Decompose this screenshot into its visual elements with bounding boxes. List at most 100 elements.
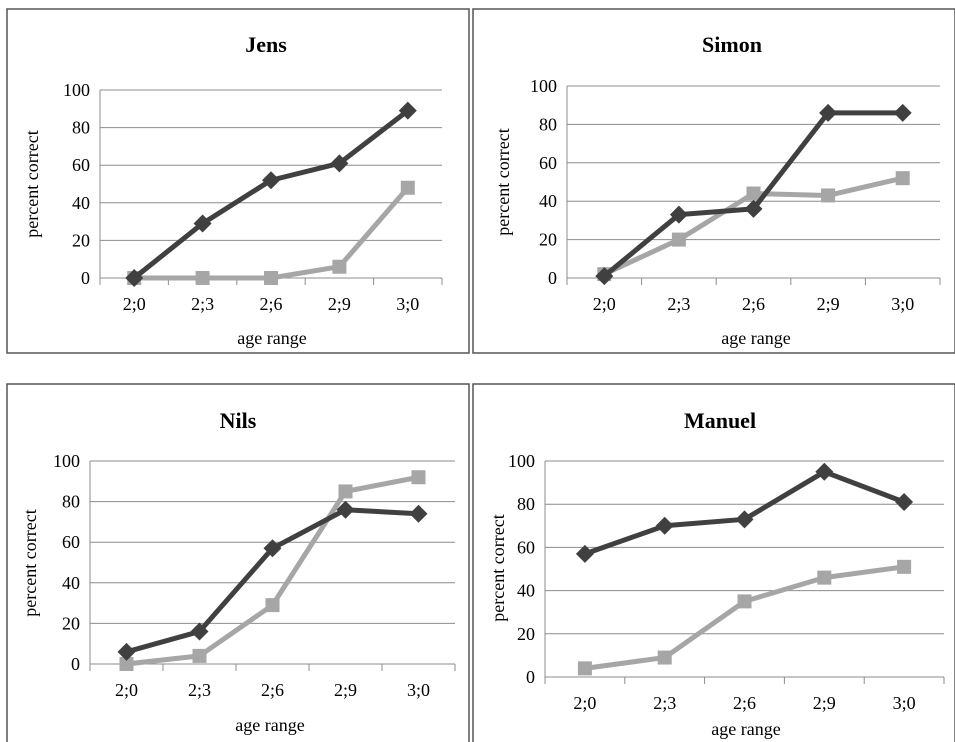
x-tick-label: 2;6 bbox=[742, 294, 765, 314]
panel-frame bbox=[472, 8, 955, 354]
x-axis-label: age range bbox=[235, 715, 304, 735]
x-tick-label: 2;6 bbox=[259, 294, 282, 314]
chart-panel-nils: Nils age range percent correct 0 20 40 60 80… bbox=[6, 383, 470, 742]
y-axis-label: percent correct bbox=[20, 509, 40, 616]
data-point-diamond bbox=[893, 103, 912, 122]
data-point-diamond bbox=[595, 267, 614, 286]
data-point-square bbox=[411, 470, 426, 485]
chart-panel-jens: Jens age range percent correct 0 20 40 60 80… bbox=[6, 8, 470, 354]
data-point-diamond bbox=[330, 154, 349, 173]
x-tick-label: 2;0 bbox=[115, 680, 138, 700]
data-point-diamond bbox=[190, 622, 209, 641]
y-tick-label: 60 bbox=[72, 155, 90, 175]
data-point-diamond bbox=[744, 199, 763, 218]
x-tick-label: 2;6 bbox=[261, 680, 284, 700]
x-tick-label: 2;0 bbox=[573, 693, 596, 713]
chart-title: Nils bbox=[220, 408, 257, 433]
data-point-diamond bbox=[669, 205, 688, 224]
data-point-square bbox=[192, 648, 207, 663]
y-tick-label: 0 bbox=[71, 654, 80, 674]
y-tick-label: 60 bbox=[539, 153, 557, 173]
data-point-diamond bbox=[409, 504, 428, 523]
y-axis-label: percent correct bbox=[22, 130, 42, 237]
data-point-square bbox=[195, 271, 210, 285]
x-tick-label: 3;0 bbox=[891, 294, 914, 314]
y-tick-label: 40 bbox=[539, 191, 557, 211]
data-point-square bbox=[737, 594, 752, 609]
y-axis-label: percent correct bbox=[488, 514, 508, 621]
chart-panel-manuel: Manuel age range percent correct 0 20 40 60… bbox=[472, 383, 955, 742]
x-tick-label: 2;6 bbox=[733, 693, 756, 713]
y-axis-label: percent correct bbox=[493, 128, 513, 235]
y-tick-label: 80 bbox=[62, 492, 80, 512]
data-point-square bbox=[671, 232, 686, 247]
data-point-square bbox=[265, 598, 280, 613]
x-tick-label: 2;3 bbox=[667, 294, 690, 314]
data-point-square bbox=[821, 188, 836, 203]
data-point-diamond bbox=[125, 269, 144, 287]
data-point-diamond bbox=[263, 539, 282, 558]
y-tick-label: 60 bbox=[62, 532, 80, 552]
data-point-square bbox=[897, 559, 912, 574]
chart-title: Jens bbox=[245, 32, 287, 57]
y-tick-label: 0 bbox=[81, 268, 90, 288]
y-tick-label: 100 bbox=[63, 80, 90, 100]
data-point-diamond bbox=[575, 544, 594, 563]
panel-frame bbox=[6, 8, 470, 354]
y-tick-label: 20 bbox=[62, 613, 80, 633]
data-point-square bbox=[332, 259, 347, 274]
y-tick-label: 20 bbox=[517, 624, 535, 644]
x-tick-label: 2;9 bbox=[328, 294, 351, 314]
y-tick-label: 100 bbox=[508, 451, 535, 471]
x-axis-label: age range bbox=[721, 328, 790, 348]
panel-frame bbox=[472, 383, 955, 742]
data-point-square bbox=[746, 186, 761, 201]
chart-panel-simon: Simon age range percent correct 0 20 40 60 8… bbox=[472, 8, 955, 354]
data-point-square bbox=[264, 271, 278, 285]
y-tick-label: 20 bbox=[72, 230, 90, 250]
x-tick-label: 2;9 bbox=[813, 693, 836, 713]
y-tick-label: 80 bbox=[72, 118, 90, 138]
data-point-square bbox=[338, 484, 353, 499]
y-tick-label: 100 bbox=[530, 76, 557, 96]
x-tick-label: 2;3 bbox=[191, 294, 214, 314]
y-tick-label: 100 bbox=[53, 451, 80, 471]
data-point-diamond bbox=[735, 510, 754, 529]
x-tick-label: 2;0 bbox=[593, 294, 616, 314]
data-point-square bbox=[400, 180, 415, 195]
y-tick-label: 80 bbox=[517, 494, 535, 514]
chart-title: Manuel bbox=[684, 408, 756, 433]
x-tick-label: 3;0 bbox=[407, 680, 430, 700]
data-point-diamond bbox=[819, 103, 838, 122]
data-point-diamond bbox=[193, 214, 212, 233]
data-point-diamond bbox=[262, 171, 280, 190]
x-tick-label: 2;3 bbox=[653, 693, 676, 713]
data-point-diamond bbox=[117, 642, 136, 661]
data-point-diamond bbox=[895, 493, 914, 512]
x-tick-label: 2;9 bbox=[817, 294, 840, 314]
chart-title: Simon bbox=[702, 32, 762, 57]
x-tick-label: 2;3 bbox=[188, 680, 211, 700]
x-tick-label: 2;0 bbox=[123, 294, 146, 314]
data-point-diamond bbox=[655, 516, 674, 535]
data-point-square bbox=[895, 171, 910, 186]
y-tick-label: 20 bbox=[539, 230, 557, 250]
x-axis-label: age range bbox=[237, 328, 306, 348]
y-tick-label: 40 bbox=[72, 193, 90, 213]
data-point-diamond bbox=[336, 500, 355, 519]
data-point-square bbox=[577, 661, 592, 676]
x-tick-label: 3;0 bbox=[893, 693, 916, 713]
x-tick-label: 3;0 bbox=[396, 294, 419, 314]
y-tick-label: 80 bbox=[539, 114, 557, 134]
y-tick-label: 60 bbox=[517, 537, 535, 557]
data-point-diamond bbox=[398, 101, 417, 120]
x-axis-label: age range bbox=[711, 719, 780, 739]
x-tick-label: 2;9 bbox=[334, 680, 357, 700]
data-point-square bbox=[817, 570, 832, 585]
data-point-square bbox=[657, 650, 672, 665]
y-tick-label: 40 bbox=[517, 581, 535, 601]
y-tick-label: 40 bbox=[62, 573, 80, 593]
panel-frame bbox=[6, 383, 470, 742]
y-tick-label: 0 bbox=[548, 268, 557, 288]
